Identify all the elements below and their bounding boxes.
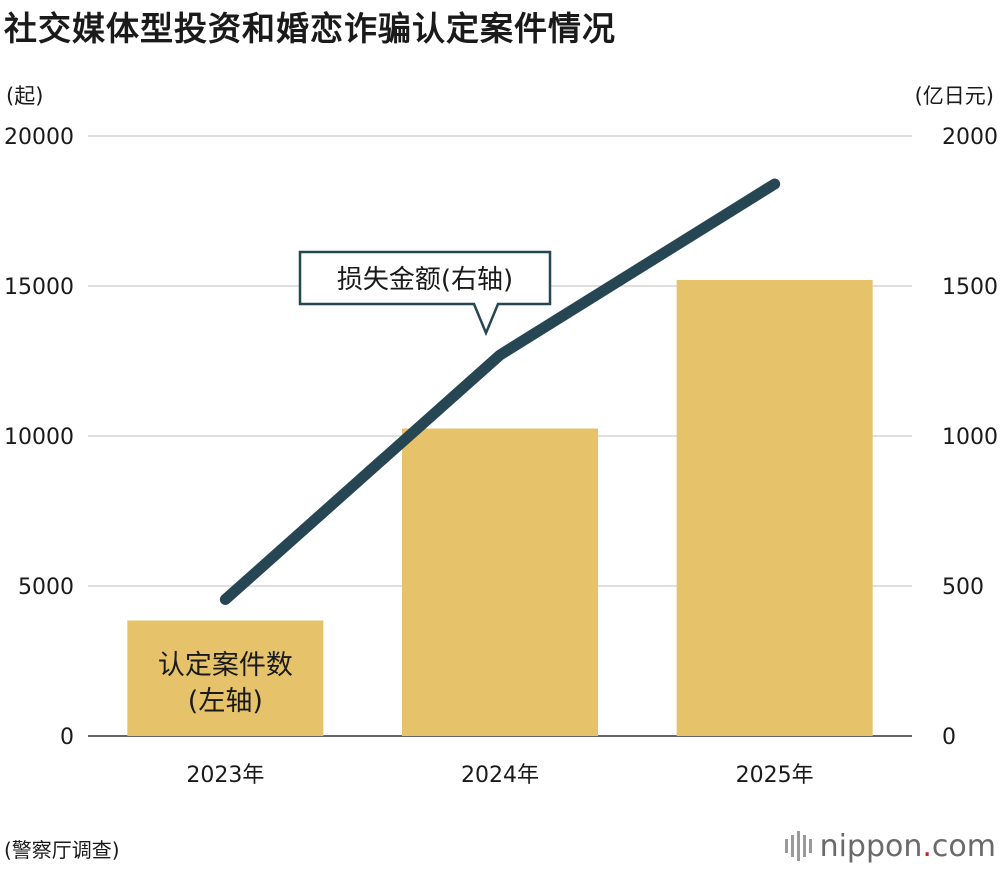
line-annotation-label: 损失金额(右轴) [337, 265, 513, 295]
right-tick-label: 1500 [942, 275, 998, 300]
x-tick-label: 2025年 [736, 763, 814, 788]
nippon-logo[interactable]: nippon. com [784, 826, 996, 866]
right-tick-label: 500 [942, 575, 984, 600]
right-tick-label: 0 [942, 725, 956, 750]
chart-title: 社交媒体型投资和婚恋诈骗认定案件情况 [4, 9, 616, 48]
right-axis-unit: (亿日元) [914, 84, 994, 108]
logo-name: nippon [819, 828, 923, 864]
bar [676, 280, 873, 736]
right-tick-label: 2000 [942, 125, 998, 150]
callout-box [298, 250, 552, 337]
bar [127, 620, 324, 736]
bar-annotation-label: (左轴) [188, 686, 263, 717]
left-axis-unit: (起) [6, 84, 44, 108]
bar [402, 428, 598, 736]
logo-dot: . [922, 828, 932, 864]
right-tick-label: 1000 [942, 425, 998, 450]
x-tick-label: 2024年 [461, 763, 539, 788]
left-tick-label: 5000 [18, 575, 74, 600]
x-tick-label: 2023年 [186, 763, 264, 788]
left-tick-label: 0 [60, 725, 74, 750]
source-note: (警察厅调查) [4, 838, 120, 862]
left-tick-label: 10000 [4, 425, 74, 450]
bar-annotation-label: 认定案件数 [158, 650, 293, 681]
nippon-logo-bars-icon [784, 831, 812, 861]
logo-suffix: com [931, 828, 996, 864]
left-tick-label: 15000 [4, 275, 74, 300]
left-tick-label: 20000 [4, 125, 74, 150]
